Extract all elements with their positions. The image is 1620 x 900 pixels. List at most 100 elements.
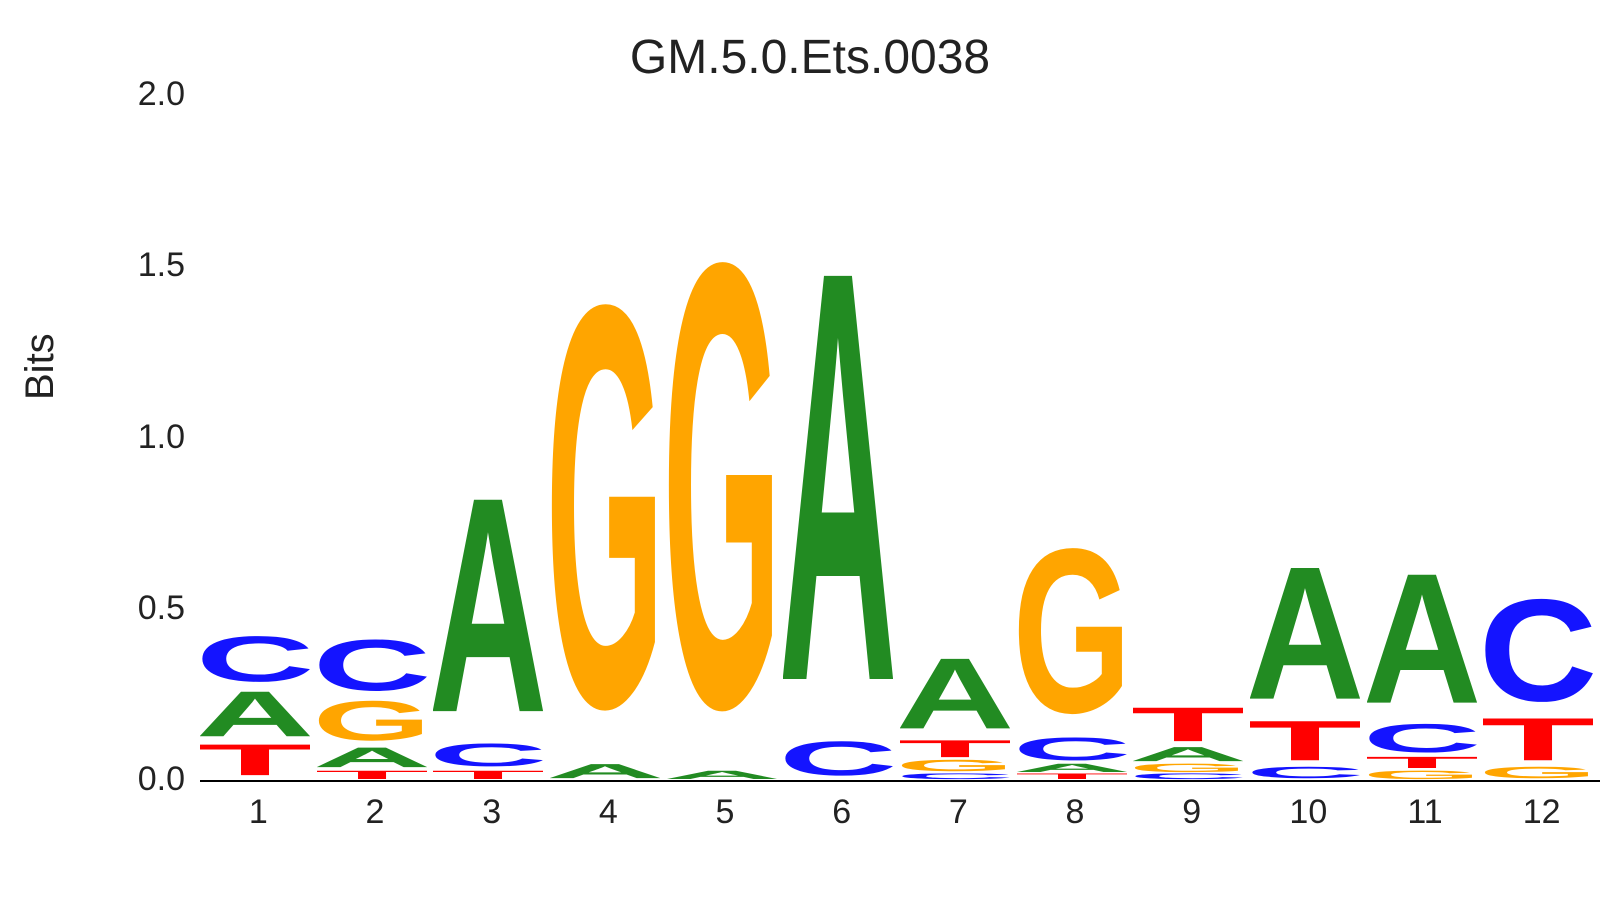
svg-text:G: G — [1367, 770, 1477, 780]
svg-text:T: T — [1133, 705, 1243, 746]
y-tick-label-1.5: 1.5 — [95, 246, 185, 285]
base-letter-C-pos11: C — [1367, 722, 1477, 756]
y-axis-label: Bits — [18, 333, 63, 400]
svg-text:A: A — [433, 482, 543, 742]
base-letter-T-pos11: T — [1367, 756, 1477, 770]
x-tick-label-4: 4 — [558, 793, 658, 832]
svg-text:A: A — [1367, 564, 1477, 722]
svg-text:G: G — [317, 698, 427, 746]
svg-text:T: T — [1483, 715, 1593, 766]
svg-text:A: A — [317, 746, 427, 770]
x-tick-label-3: 3 — [442, 793, 542, 832]
base-letter-T-pos1: T — [200, 742, 310, 780]
base-letter-T-pos3: T — [433, 770, 543, 780]
x-tick-label-8: 8 — [1025, 793, 1125, 832]
svg-text:C: C — [1133, 773, 1243, 780]
base-letter-T-pos10: T — [1250, 718, 1360, 766]
svg-text:T: T — [317, 770, 427, 780]
svg-text:A: A — [1250, 557, 1360, 718]
base-letter-C-pos2: C — [317, 636, 427, 698]
base-letter-T-pos2: T — [317, 770, 427, 780]
base-letter-A-pos3: A — [433, 482, 543, 742]
x-tick-label-11: 11 — [1375, 793, 1475, 832]
svg-text:C: C — [200, 633, 310, 688]
base-letter-A-pos5: A — [667, 770, 777, 780]
x-tick-label-2: 2 — [325, 793, 425, 832]
base-letter-T-pos8: T — [1017, 773, 1127, 780]
svg-text:C: C — [317, 636, 427, 698]
base-letter-C-pos7: C — [900, 773, 1010, 780]
base-letter-A-pos4: A — [550, 763, 660, 780]
y-tick-label-1.0: 1.0 — [95, 418, 185, 457]
svg-text:A: A — [900, 653, 1010, 739]
svg-text:T: T — [1250, 718, 1360, 766]
base-letter-T-pos7: T — [900, 739, 1010, 760]
svg-text:C: C — [1483, 592, 1593, 715]
base-letter-C-pos6: C — [783, 739, 893, 780]
base-letter-G-pos9: G — [1133, 763, 1243, 773]
base-letter-A-pos11: A — [1367, 564, 1477, 722]
base-letter-G-pos7: G — [900, 759, 1010, 773]
svg-text:G: G — [1017, 537, 1127, 736]
svg-text:A: A — [1133, 746, 1243, 763]
base-letter-A-pos7: A — [900, 653, 1010, 739]
y-tick-label-0.5: 0.5 — [95, 589, 185, 628]
base-letter-A-pos2: A — [317, 746, 427, 770]
y-tick-label-0.0: 0.0 — [95, 760, 185, 799]
x-tick-label-5: 5 — [675, 793, 775, 832]
svg-text:A: A — [200, 688, 310, 743]
svg-text:T: T — [1017, 773, 1127, 780]
base-letter-G-pos11: G — [1367, 770, 1477, 780]
x-tick-label-1: 1 — [208, 793, 308, 832]
svg-text:T: T — [200, 742, 310, 780]
base-letter-C-pos3: C — [433, 742, 543, 769]
x-axis-line — [200, 780, 1600, 782]
base-letter-C-pos10: C — [1250, 766, 1360, 780]
svg-text:A: A — [783, 242, 893, 739]
base-letter-C-pos9: C — [1133, 773, 1243, 780]
base-letter-G-pos12: G — [1483, 766, 1593, 780]
svg-text:A: A — [550, 763, 660, 780]
base-letter-C-pos1: C — [200, 633, 310, 688]
chart-title: GM.5.0.Ets.0038 — [0, 30, 1620, 85]
svg-text:C: C — [783, 739, 893, 780]
svg-text:T: T — [900, 739, 1010, 760]
base-letter-T-pos12: T — [1483, 715, 1593, 766]
svg-text:G: G — [900, 759, 1010, 773]
base-letter-A-pos10: A — [1250, 557, 1360, 718]
svg-text:T: T — [433, 770, 543, 780]
sequence-logo-chart: GM.5.0.Ets.0038 Bits 2.0 1.5 1.0 0.5 0.0 123… — [0, 0, 1620, 900]
base-letter-G-pos8: G — [1017, 537, 1127, 736]
svg-text:C: C — [1017, 736, 1127, 763]
svg-text:C: C — [433, 742, 543, 769]
x-tick-label-12: 12 — [1492, 793, 1592, 832]
svg-text:C: C — [1367, 722, 1477, 756]
x-tick-label-10: 10 — [1258, 793, 1358, 832]
svg-text:A: A — [667, 770, 777, 780]
base-letter-A-pos6: A — [783, 242, 893, 739]
x-tick-label-9: 9 — [1142, 793, 1242, 832]
svg-text:G: G — [1483, 766, 1593, 780]
svg-text:G: G — [667, 232, 777, 770]
base-letter-A-pos1: A — [200, 688, 310, 743]
base-letter-G-pos2: G — [317, 698, 427, 746]
svg-text:G: G — [550, 277, 660, 763]
base-letter-C-pos8: C — [1017, 736, 1127, 763]
x-tick-label-6: 6 — [792, 793, 892, 832]
base-letter-C-pos12: C — [1483, 592, 1593, 715]
base-letter-T-pos9: T — [1133, 705, 1243, 746]
base-letter-A-pos9: A — [1133, 746, 1243, 763]
svg-text:C: C — [900, 773, 1010, 780]
svg-text:G: G — [1133, 763, 1243, 773]
